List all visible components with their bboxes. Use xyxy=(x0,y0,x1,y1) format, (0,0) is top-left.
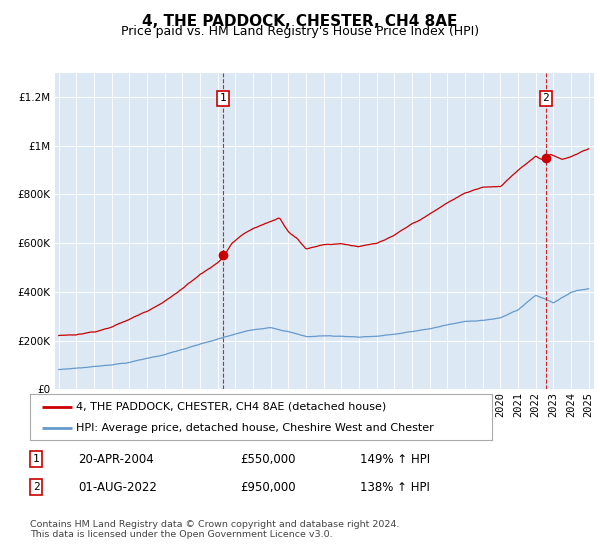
Text: Contains HM Land Registry data © Crown copyright and database right 2024.
This d: Contains HM Land Registry data © Crown c… xyxy=(30,520,400,539)
Text: Price paid vs. HM Land Registry's House Price Index (HPI): Price paid vs. HM Land Registry's House … xyxy=(121,25,479,38)
Text: 2: 2 xyxy=(32,482,40,492)
Text: 20-APR-2004: 20-APR-2004 xyxy=(78,452,154,466)
Text: 1: 1 xyxy=(220,94,226,104)
Text: 01-AUG-2022: 01-AUG-2022 xyxy=(78,480,157,494)
Text: HPI: Average price, detached house, Cheshire West and Chester: HPI: Average price, detached house, Ches… xyxy=(76,423,434,433)
Text: £550,000: £550,000 xyxy=(240,452,296,466)
Text: £950,000: £950,000 xyxy=(240,480,296,494)
Text: 4, THE PADDOCK, CHESTER, CH4 8AE: 4, THE PADDOCK, CHESTER, CH4 8AE xyxy=(142,14,458,29)
Text: 2: 2 xyxy=(542,94,550,104)
Text: 4, THE PADDOCK, CHESTER, CH4 8AE (detached house): 4, THE PADDOCK, CHESTER, CH4 8AE (detach… xyxy=(76,402,386,412)
Text: 138% ↑ HPI: 138% ↑ HPI xyxy=(360,480,430,494)
Text: 1: 1 xyxy=(32,454,40,464)
Text: 149% ↑ HPI: 149% ↑ HPI xyxy=(360,452,430,466)
